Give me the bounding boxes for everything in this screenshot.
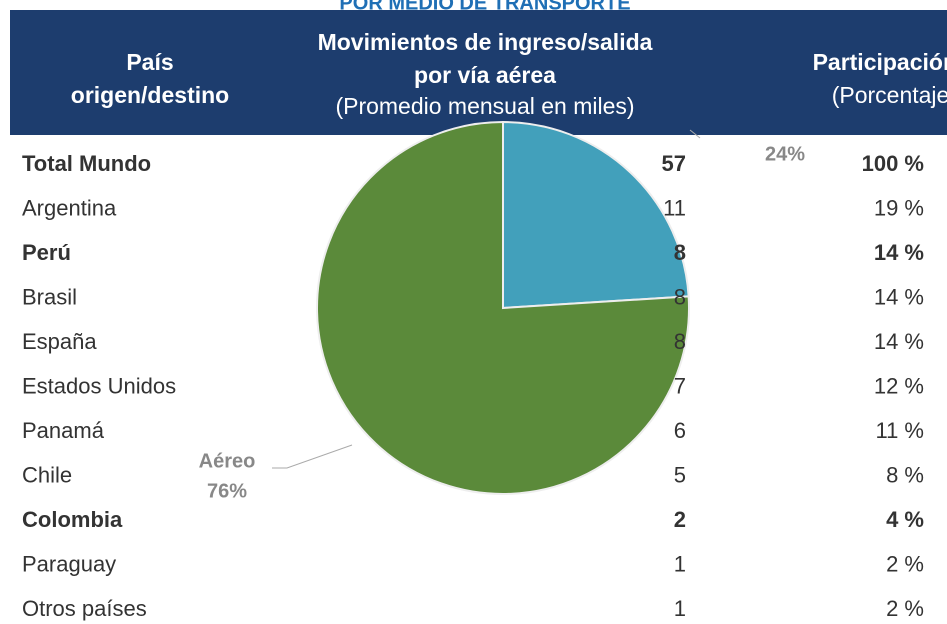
row-share: 2 % bbox=[886, 596, 924, 621]
header-cell: País origen/destino bbox=[71, 49, 229, 108]
slice-label: Aéreo bbox=[199, 450, 256, 472]
row-share: 8 % bbox=[886, 462, 924, 487]
row-value: 8 bbox=[674, 240, 686, 265]
row-name: Colombia bbox=[22, 507, 123, 532]
row-value: 6 bbox=[674, 418, 686, 443]
row-value: 8 bbox=[674, 284, 686, 309]
header-text-line: Movimientos de ingreso/salida por vía aér… bbox=[318, 29, 653, 88]
row-value: 11 bbox=[663, 195, 686, 220]
row-value: 1 bbox=[674, 596, 686, 621]
row-value: 8 bbox=[674, 329, 686, 354]
row-value: 5 bbox=[674, 462, 686, 487]
slice-label: 24% bbox=[765, 143, 805, 165]
row-share: 4 % bbox=[886, 507, 924, 532]
pie-chart: 24% Aéreo 76% bbox=[199, 120, 805, 502]
row-name: Argentina bbox=[22, 195, 117, 220]
row-share: 100 % bbox=[862, 151, 924, 176]
row-name: Otros países bbox=[22, 596, 147, 621]
row-name: Paraguay bbox=[22, 551, 116, 576]
row-value: 1 bbox=[674, 551, 686, 576]
header-cell: Participación (Porcentaje) bbox=[813, 49, 947, 108]
table-header: País origen/destino Movimientos de ingreso… bbox=[71, 29, 947, 119]
header-text-line: (Porcentaje) bbox=[832, 82, 947, 108]
header-cell: Movimientos de ingreso/salida por vía aér… bbox=[318, 29, 653, 119]
pie-slice bbox=[316, 120, 690, 495]
pie-slice bbox=[502, 120, 690, 310]
row-name: Total Mundo bbox=[22, 151, 151, 176]
table-body: Total Mundo 57 100 %Argentina 11 19 %Perú 8 14… bbox=[22, 151, 924, 621]
row-share: 11 % bbox=[875, 418, 924, 443]
row-share: 14 % bbox=[874, 284, 924, 309]
row-name: Chile bbox=[22, 462, 72, 487]
row-value: 57 bbox=[662, 151, 686, 176]
row-share: 14 % bbox=[874, 329, 924, 354]
header-band bbox=[10, 10, 947, 135]
header-text-line: Participación bbox=[813, 49, 947, 75]
slice-label: 76% bbox=[207, 480, 247, 502]
row-name: Perú bbox=[22, 240, 71, 265]
row-value: 7 bbox=[674, 373, 686, 398]
row-share: 2 % bbox=[886, 551, 924, 576]
row-name: Brasil bbox=[22, 284, 77, 309]
header-text-line: (Promedio mensual en miles) bbox=[335, 93, 634, 119]
row-share: 12 % bbox=[874, 373, 924, 398]
row-share: 19 % bbox=[874, 195, 924, 220]
leader-line bbox=[689, 129, 701, 139]
row-value: 2 bbox=[674, 507, 686, 532]
row-share: 14 % bbox=[874, 240, 924, 265]
row-name: Estados Unidos bbox=[22, 373, 176, 398]
leader-line bbox=[272, 444, 353, 469]
row-name: España bbox=[22, 329, 97, 354]
row-name: Panamá bbox=[22, 418, 105, 443]
